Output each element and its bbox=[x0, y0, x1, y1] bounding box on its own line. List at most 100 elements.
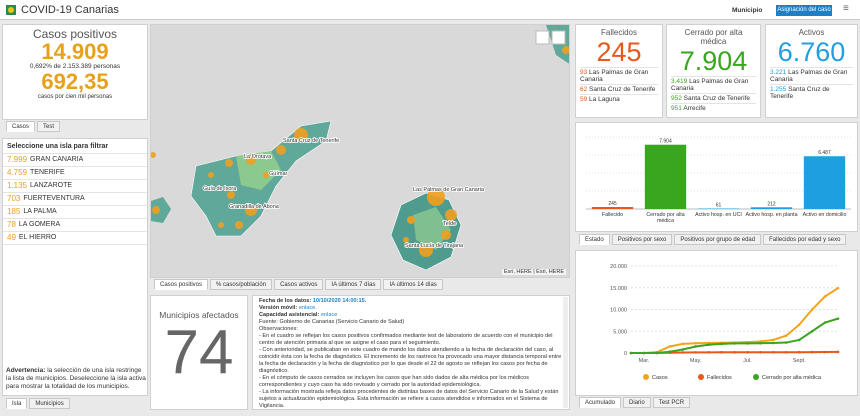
date: 10/10/2020 14:00:15. bbox=[312, 298, 367, 304]
rate-text: casos por cien mil personas bbox=[37, 94, 113, 100]
tab[interactable]: Casos positivos bbox=[154, 279, 209, 290]
filter-label: Municipio bbox=[732, 7, 763, 14]
stat-title: Fallecidos bbox=[600, 28, 637, 37]
island-row[interactable]: 185 LA PALMA bbox=[3, 206, 147, 219]
bar-value-label: 245 bbox=[608, 201, 617, 207]
tab[interactable]: Fallecidos por edad y sexo bbox=[763, 234, 847, 245]
line-point bbox=[836, 286, 840, 290]
line-point bbox=[694, 351, 697, 354]
mobile-link[interactable]: enlace. bbox=[298, 305, 317, 311]
island-value: 185 bbox=[7, 207, 21, 216]
line-point bbox=[746, 350, 749, 354]
tab[interactable]: Test PCR bbox=[652, 397, 691, 408]
island-name: FUERTEVENTURA bbox=[23, 195, 85, 202]
islands-tabs: Isla Municipios bbox=[6, 398, 70, 409]
island-name: EL HIERRO bbox=[18, 234, 57, 241]
note-item: - En el cómputo de casos cerrados se inc… bbox=[259, 375, 529, 388]
island-row[interactable]: 4.759 TENERIFE bbox=[3, 167, 147, 180]
assign-button[interactable]: Asignación del caso bbox=[776, 5, 832, 16]
x-tick-label: May. bbox=[690, 358, 702, 364]
island-row[interactable]: 49 EL HIERRO bbox=[3, 232, 147, 245]
map: La Orotava Santa Cruz de Tenerife Guía de … bbox=[151, 25, 569, 271]
observations: Observaciones: bbox=[259, 326, 298, 332]
total-cases: 14.909 bbox=[41, 39, 109, 64]
tab[interactable]: Acumulado bbox=[579, 397, 622, 408]
line-point bbox=[784, 350, 788, 354]
island-row[interactable]: 703 FUERTEVENTURA bbox=[3, 193, 147, 206]
tab[interactable]: IA últimos 7 días bbox=[325, 279, 382, 290]
line-point bbox=[720, 342, 723, 346]
stat-title: Activos bbox=[798, 28, 825, 37]
legend-swatch bbox=[643, 374, 649, 380]
island-row[interactable]: 1.135 LANZAROTE bbox=[3, 180, 147, 193]
stat-row-name: La Laguna bbox=[589, 96, 620, 103]
tab[interactable]: Municipios bbox=[29, 398, 70, 409]
island-value: 4.759 bbox=[7, 168, 28, 177]
bar-category-label: Activo hosp. en planta bbox=[745, 212, 798, 218]
tab[interactable]: Casos bbox=[6, 121, 36, 132]
scrollbar[interactable] bbox=[563, 297, 568, 408]
tab[interactable]: Isla bbox=[6, 398, 28, 409]
island-value: 78 bbox=[7, 220, 16, 229]
tab[interactable]: IA últimos 14 días bbox=[383, 279, 443, 290]
bar-category-label: Activo hosp. en UCI bbox=[695, 212, 742, 218]
island-row[interactable]: 7.999 GRAN CANARIA bbox=[3, 154, 147, 167]
stat-row: 3.221 Las Palmas de Gran Canaria bbox=[770, 67, 853, 84]
stat-value: 245 bbox=[596, 37, 642, 67]
stat-row: 952 Santa Cruz de Tenerife bbox=[671, 93, 756, 103]
menu-icon[interactable]: ≡ bbox=[843, 3, 849, 14]
municipalities-value: 74 bbox=[164, 318, 234, 387]
map-tabs: Casos positivos% casos/población Casos ac… bbox=[154, 279, 443, 290]
map-tools[interactable] bbox=[535, 30, 566, 45]
line-point bbox=[823, 321, 827, 324]
stat-row-value: 3.221 bbox=[770, 69, 787, 76]
capacity-link[interactable]: enlace bbox=[320, 312, 338, 318]
line-panel: 0 5.000 10.000 15.000 20.000 Mar. May. Jul. Sept… bbox=[575, 250, 858, 396]
legend-swatch bbox=[753, 374, 759, 380]
bar-chart: 245 7.904 61 212 6.487 bbox=[586, 136, 851, 210]
stat-value: 7.904 bbox=[679, 46, 748, 76]
tab[interactable]: Positivos por sexo bbox=[611, 234, 673, 245]
capacity-label: Capacidad asistencial: bbox=[259, 312, 320, 318]
bar-value-label: 61 bbox=[716, 203, 722, 209]
percent-text: 0,692% de 2.153.389 personas bbox=[29, 63, 121, 70]
line-point bbox=[733, 350, 736, 354]
map-circles bbox=[151, 46, 569, 257]
island-name: LA GOMERA bbox=[18, 221, 61, 228]
island-row[interactable]: 78 LA GOMERA bbox=[3, 219, 147, 232]
tab[interactable]: % casos/población bbox=[210, 279, 273, 290]
line-point bbox=[810, 350, 814, 354]
line-point bbox=[836, 317, 840, 320]
island-la-gomera bbox=[151, 197, 171, 223]
stat-row-value: 59 bbox=[580, 96, 588, 103]
map-label: La Orotava bbox=[244, 154, 272, 160]
header: COVID-19 Canarias Municipio Asignación d… bbox=[0, 0, 860, 20]
line-point bbox=[733, 342, 736, 345]
map-label: Santa Cruz de Tenerife bbox=[283, 138, 339, 144]
bar-value-label: 212 bbox=[767, 201, 776, 207]
legend-label: Fallecidos bbox=[707, 375, 732, 381]
map-label: Granadilla de Abona bbox=[229, 204, 280, 210]
tab[interactable]: Test bbox=[37, 121, 61, 132]
tab[interactable]: Estado bbox=[579, 234, 610, 245]
attribution: Esri, HERE | Esri, HERE bbox=[501, 269, 566, 275]
bar-category-label: Cerrado por alta médica bbox=[646, 212, 685, 224]
y-tick-label: 10.000 bbox=[610, 308, 627, 314]
tab[interactable]: Casos activos bbox=[274, 279, 324, 290]
line-point bbox=[746, 342, 749, 345]
island-name: LANZAROTE bbox=[30, 182, 73, 189]
stat-row-name: Las Palmas de Gran Canaria bbox=[580, 69, 649, 83]
tab[interactable]: Diario bbox=[623, 397, 651, 408]
summary-panel: Casos positivos 14.909 0,692% de 2.153.3… bbox=[2, 24, 148, 120]
stat-panel: Activos 6.760 3.221 Las Palmas de Gran Can… bbox=[765, 24, 858, 118]
island-region bbox=[413, 207, 451, 250]
stat-row-name: Las Palmas de Gran Canaria bbox=[671, 78, 749, 92]
map-label: Las Palmas de Gran Canaria bbox=[413, 187, 485, 193]
line-point bbox=[681, 351, 685, 354]
legend-swatch bbox=[698, 374, 704, 380]
island-value: 49 bbox=[7, 233, 16, 242]
rate: 692,35 bbox=[41, 69, 109, 94]
tab[interactable]: Positivos por grupo de edad bbox=[674, 234, 762, 245]
line-point bbox=[836, 350, 840, 354]
islands-title: Seleccione una isla para filtrar bbox=[3, 139, 147, 154]
